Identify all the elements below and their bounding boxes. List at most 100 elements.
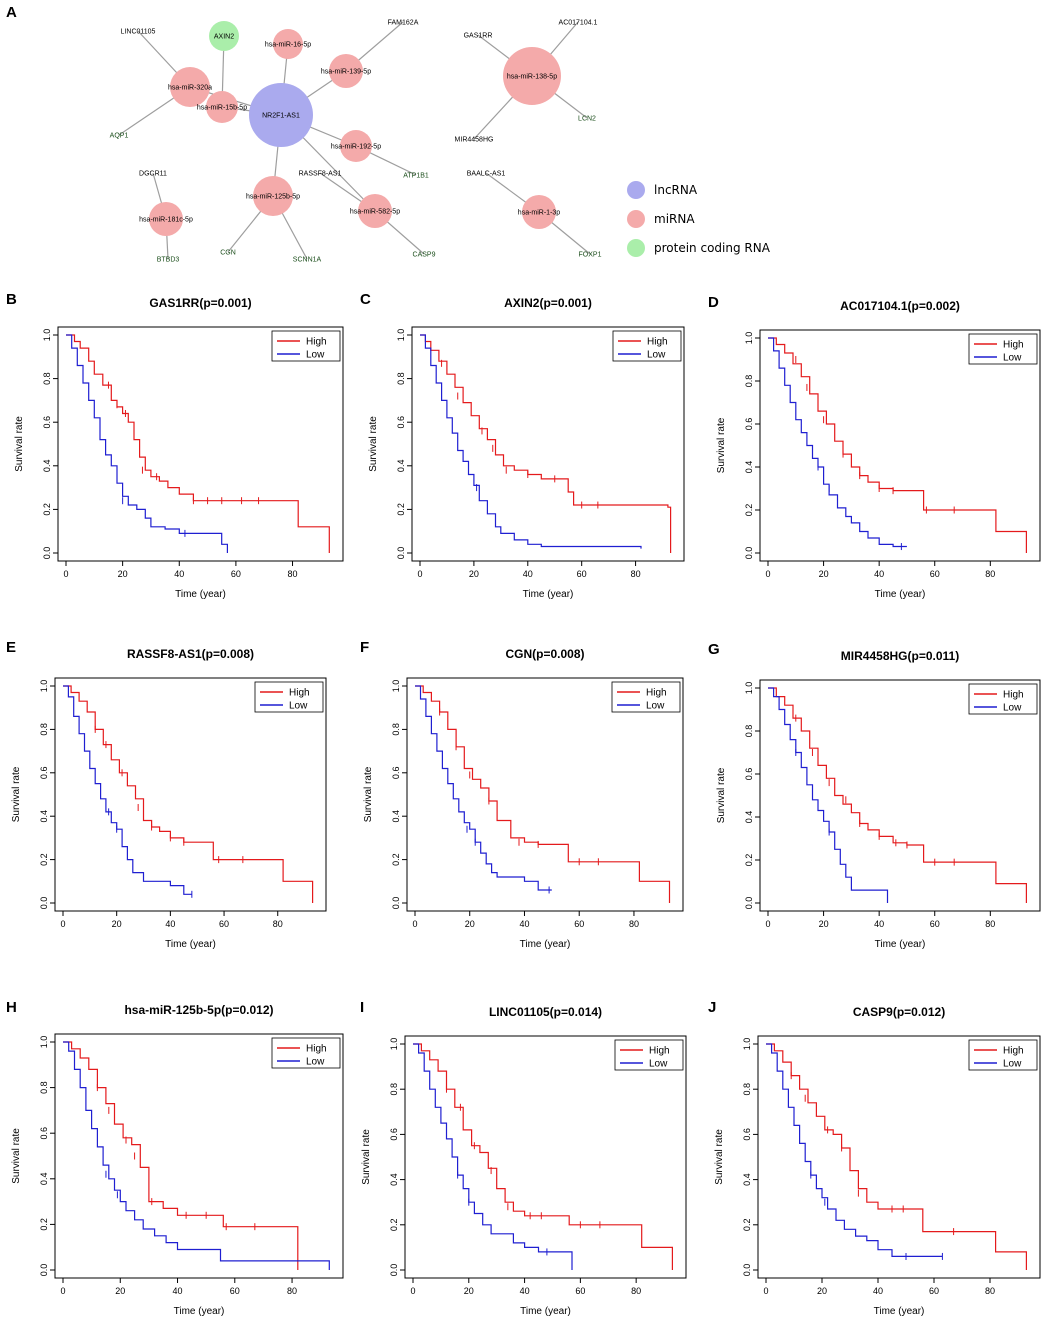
y-tick-label: 0.2 [744,504,754,517]
node-label-baalc: BAALC-AS1 [467,171,506,178]
km-curve-high [420,334,672,553]
x-tick-label: 40 [523,569,533,579]
km-curve-high [768,337,1027,553]
panel-letter-c: C [360,291,371,308]
y-tick-label: 0.0 [744,547,754,560]
node-label-ac017104: AC017104.1 [559,20,598,27]
x-tick-label: 80 [629,919,639,929]
x-tick-label: 80 [985,919,995,929]
node-label-atp1b1: ATP1B1 [403,173,429,180]
km-legend-box [254,681,324,713]
x-tick-label: 40 [519,919,529,929]
km-plots: B GAS1RR(p=0.001) 0 20 40 60 80 0.0 0.2 0.4 0.6 0.8… [6,291,1041,1317]
node-label-rassf8: RASSF8-AS1 [299,171,342,178]
km-legend-box [968,1039,1038,1071]
plot-frame [411,326,685,562]
node-label-mir320a: hsa-miR-320a [168,85,212,92]
x-tick-label: 40 [873,1286,883,1296]
km-legend-label-low: Low [289,701,308,712]
x-tick-label: 80 [273,919,283,929]
x-tick-label: 20 [469,569,479,579]
network-legend: lncRNA miRNA protein coding RNA [627,181,771,257]
y-tick-label: 1.0 [39,1036,49,1049]
y-tick-label: 0.0 [389,1264,399,1277]
legend-swatch-1 [627,210,645,228]
km-legend-box [968,333,1038,365]
km-legend-box [612,330,682,362]
plot-title: CASP9(p=0.012) [853,1005,945,1019]
plot-title: MIR4458HG(p=0.011) [841,649,959,663]
x-tick-label: 0 [417,569,422,579]
km-curve-low [420,334,642,549]
x-tick-label: 80 [288,569,298,579]
km-plot-i: I LINC01105(p=0.014) 0 20 40 60 80 0.0 0.2 0.4 0.6… [360,999,687,1317]
y-tick-label: 0.0 [391,897,401,910]
plot-title: RASSF8-AS1(p=0.008) [127,647,254,661]
panel-letter-j: J [708,999,716,1016]
x-tick-label: 60 [574,919,584,929]
plot-title: GAS1RR(p=0.001) [149,296,251,310]
x-tick-label: 20 [817,1286,827,1296]
network-node-axin2 [209,21,239,51]
x-tick-label: 0 [763,1286,768,1296]
y-tick-label: 0.6 [744,768,754,781]
plot-title: hsa-miR-125b-5p(p=0.012) [124,1003,273,1017]
km-curve-low [415,685,552,891]
x-tick-label: 40 [174,569,184,579]
y-axis-label: Survival rate [361,1129,372,1185]
km-plot-c: C AXIN2(p=0.001) 0 20 40 60 80 0.0 0.2 0.4 0.6 0.8 1… [360,291,685,600]
km-curve-low [768,337,907,548]
plot-frame [757,1035,1041,1279]
y-tick-label: 0.8 [744,375,754,388]
y-tick-label: 1.0 [39,680,49,693]
km-legend-box [271,330,341,362]
km-legend-label-low: Low [649,1059,668,1070]
x-tick-label: 40 [173,1286,183,1296]
km-legend-label-low: Low [646,701,665,712]
y-tick-label: 0.2 [42,503,52,516]
km-legend-label-high: High [1003,1046,1024,1057]
km-plot-j: J CASP9(p=0.012) 0 20 40 60 80 0.0 0.2 0.4 0.6 0.8 1… [708,999,1041,1317]
x-tick-label: 60 [230,1286,240,1296]
x-axis-label: Time (year) [175,589,226,600]
km-legend-box [611,681,681,713]
km-legend-label-low: Low [1003,353,1022,364]
node-label-nr2f1: NR2F1-AS1 [262,113,300,120]
y-tick-label: 0.2 [39,1218,49,1231]
x-tick-label: 0 [60,919,65,929]
y-tick-label: 0.0 [39,897,49,910]
network-node-mir125b [253,176,293,216]
plot-frame [406,677,684,912]
km-curve-low [63,685,192,895]
x-tick-label: 80 [287,1286,297,1296]
node-label-mir15b: hsa-miR-15b-5p [197,105,247,112]
x-tick-label: 60 [930,569,940,579]
panel-letter-f: F [360,639,369,656]
y-tick-label: 0.8 [389,1083,399,1096]
km-legend-label-low: Low [1003,703,1022,714]
y-tick-label: 0.2 [391,853,401,866]
km-plot-e: E RASSF8-AS1(p=0.008) 0 20 40 60 80 0.0 0.2 0.4 0.… [6,639,327,950]
y-tick-label: 0.4 [39,1173,49,1186]
x-tick-label: 40 [520,1286,530,1296]
x-tick-label: 60 [577,569,587,579]
km-plot-b: B GAS1RR(p=0.001) 0 20 40 60 80 0.0 0.2 0.4 0.6 0.8… [6,291,344,600]
network-node-nr2f1 [249,83,313,147]
node-label-aqp1: AQP1 [110,133,129,140]
km-curve-low [63,1041,330,1270]
x-tick-label: 80 [985,1286,995,1296]
panel-letter-i: I [360,999,364,1016]
y-tick-label: 0.6 [42,416,52,429]
x-tick-label: 0 [63,569,68,579]
y-tick-label: 0.4 [744,811,754,824]
y-tick-label: 0.6 [39,767,49,780]
x-tick-label: 20 [819,569,829,579]
y-tick-label: 0.4 [396,460,406,473]
y-tick-label: 0.6 [39,1127,49,1140]
node-label-dgcr11: DGCR11 [139,171,167,178]
y-tick-label: 0.6 [389,1128,399,1141]
node-label-mir582: hsa-miR-582-5p [350,209,400,216]
km-legend-label-low: Low [1003,1059,1022,1070]
network-node-mir16 [273,29,303,59]
